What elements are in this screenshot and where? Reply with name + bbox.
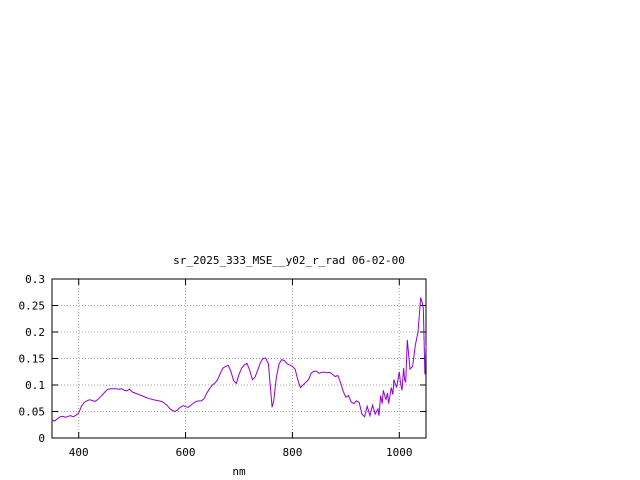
series-line bbox=[51, 297, 427, 422]
x-tick-label: 800 bbox=[282, 446, 302, 459]
x-tick-label: 400 bbox=[69, 446, 89, 459]
series-layer bbox=[51, 297, 427, 422]
x-tick-label: 600 bbox=[176, 446, 196, 459]
tick-marks bbox=[52, 278, 426, 439]
y-tick-label: 0.25 bbox=[19, 300, 46, 313]
x-tick-label: 1000 bbox=[386, 446, 413, 459]
y-tick-label: 0.3 bbox=[25, 273, 45, 286]
chart-title: sr_2025_333_MSE__y02_r_rad 06-02-00 bbox=[173, 254, 405, 267]
y-tick-label: 0.2 bbox=[25, 326, 45, 339]
y-tick-label: 0.1 bbox=[25, 379, 45, 392]
tick-labels: 0 0.05 0.1 0.15 0.2 0.25 0.3 400 600 800 1000 bbox=[19, 273, 413, 459]
y-tick-label: 0.05 bbox=[19, 406, 46, 419]
y-tick-label: 0 bbox=[38, 432, 45, 445]
x-axis-label: nm bbox=[232, 465, 246, 478]
grid-lines bbox=[52, 279, 426, 438]
y-tick-label: 0.15 bbox=[19, 353, 46, 366]
